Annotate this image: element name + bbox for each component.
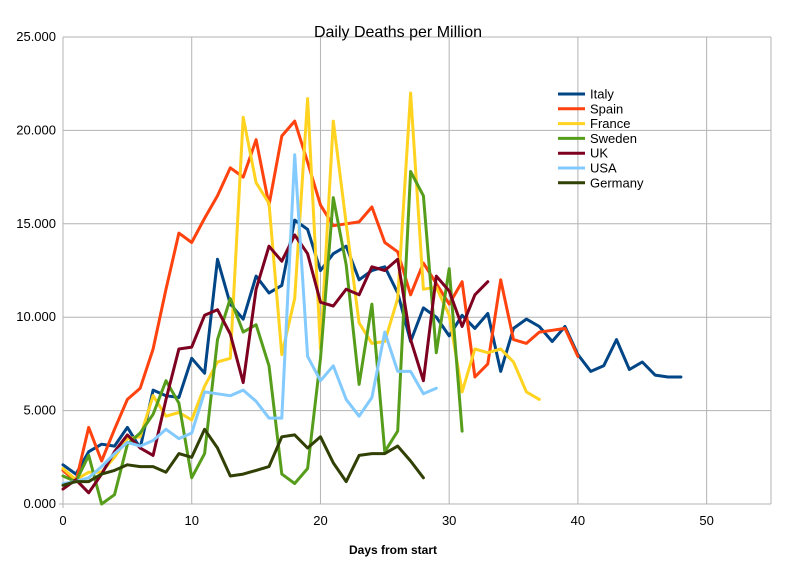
- x-tick-labels: 0 10 20 30 40 50: [59, 513, 713, 528]
- y-tick-label: 15.000: [16, 216, 56, 231]
- x-axis-label: Days from start: [349, 543, 437, 557]
- x-tick-label: 50: [699, 513, 713, 528]
- legend-label-usa: USA: [590, 161, 617, 176]
- chart-title: Daily Deaths per Million: [314, 24, 482, 41]
- series-line-uk: [61, 233, 490, 495]
- y-tick-labels: 0.000 5.000 10.000 15.000 20.000 25.000: [16, 29, 56, 511]
- x-tick-label: 30: [442, 513, 456, 528]
- x-tick-label: 40: [571, 513, 585, 528]
- series-line-spain: [61, 119, 580, 484]
- axes: [59, 37, 771, 508]
- y-tick-label: 20.000: [16, 122, 56, 137]
- series-line-germany: [61, 427, 425, 487]
- y-tick-label: 10.000: [16, 309, 56, 324]
- legend-label-italy: Italy: [590, 87, 614, 102]
- x-tick-label: 0: [59, 513, 66, 528]
- series-lines: [61, 91, 683, 506]
- legend-label-france: France: [590, 116, 630, 131]
- series-line-usa: [61, 153, 438, 485]
- x-tick-label: 20: [313, 513, 327, 528]
- y-tick-label: 5.000: [23, 403, 56, 418]
- legend-label-sweden: Sweden: [590, 131, 637, 146]
- y-tick-label: 0.000: [23, 496, 56, 511]
- y-tick-label: 25.000: [16, 29, 56, 44]
- x-tick-label: 10: [184, 513, 198, 528]
- legend-label-spain: Spain: [590, 101, 623, 116]
- legend-label-germany: Germany: [590, 175, 644, 190]
- legend-label-uk: UK: [590, 146, 608, 161]
